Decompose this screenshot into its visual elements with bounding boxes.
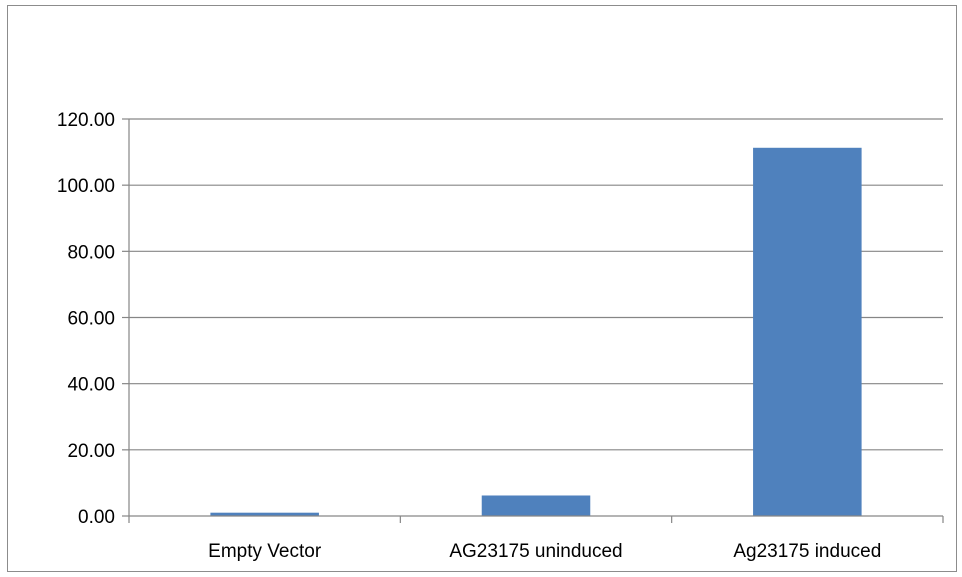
bar	[210, 512, 319, 516]
y-tick-label: 20.00	[67, 441, 115, 462]
y-tick-label: 120.00	[57, 110, 115, 131]
x-tick-label: Empty Vector	[208, 541, 322, 562]
y-tick-label: 80.00	[67, 242, 115, 263]
bar	[481, 495, 591, 516]
x-tick-label: AG23175 uninduced	[449, 541, 622, 562]
y-tick-label: 60.00	[67, 309, 115, 330]
y-tick-label: 40.00	[67, 375, 115, 396]
bar	[753, 147, 862, 516]
y-tick-label: 0.00	[78, 507, 115, 528]
tick-labels: 0.00 20.00 40.00 60.00 80.00 100.00 120.00 Empt…	[57, 110, 881, 562]
x-tick-label: Ag23175 induced	[733, 541, 881, 562]
bars	[210, 147, 862, 516]
y-tick-label: 100.00	[57, 176, 115, 197]
axes	[122, 118, 944, 523]
